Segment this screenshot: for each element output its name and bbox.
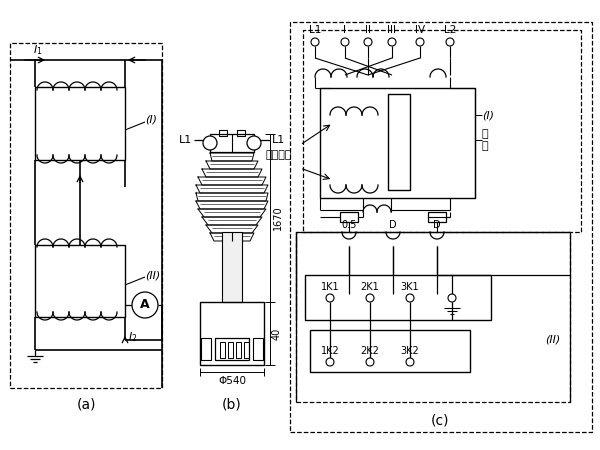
- Text: L2: L2: [444, 25, 456, 35]
- Circle shape: [366, 358, 374, 366]
- Text: (I): (I): [482, 110, 494, 120]
- Bar: [388, 94, 410, 190]
- Text: L1: L1: [272, 135, 285, 145]
- Circle shape: [388, 38, 396, 46]
- Circle shape: [446, 38, 454, 46]
- Text: (II): (II): [145, 270, 160, 280]
- Text: 铁
芯: 铁 芯: [482, 129, 488, 151]
- Bar: [303, 30, 581, 232]
- Circle shape: [132, 292, 158, 318]
- Bar: [200, 302, 264, 365]
- Circle shape: [311, 38, 319, 46]
- Bar: [35, 245, 125, 317]
- Text: (II): (II): [545, 335, 560, 345]
- Bar: [210, 134, 254, 152]
- Text: (I): (I): [145, 115, 157, 125]
- Text: (b): (b): [222, 397, 242, 411]
- Circle shape: [366, 294, 374, 302]
- Text: II: II: [365, 25, 371, 35]
- Bar: [340, 212, 358, 222]
- Text: L1: L1: [309, 25, 321, 35]
- Text: 3K2: 3K2: [401, 346, 419, 356]
- Text: 1670: 1670: [273, 206, 283, 230]
- Text: 平衡绕组: 平衡绕组: [265, 150, 292, 160]
- Bar: [237, 130, 245, 136]
- Circle shape: [448, 294, 456, 302]
- Bar: [215, 338, 249, 360]
- Bar: [305, 275, 491, 320]
- Circle shape: [341, 38, 349, 46]
- Text: 1K2: 1K2: [320, 346, 340, 356]
- Text: D: D: [389, 220, 397, 230]
- Text: 3K1: 3K1: [401, 282, 419, 292]
- Bar: [10, 43, 162, 388]
- Bar: [296, 232, 570, 402]
- Circle shape: [406, 294, 414, 302]
- Text: 0.5: 0.5: [341, 220, 356, 230]
- Text: D: D: [433, 220, 441, 230]
- Bar: [244, 342, 249, 358]
- Bar: [428, 212, 446, 222]
- Text: L1: L1: [179, 135, 192, 145]
- Text: (a): (a): [76, 397, 96, 411]
- Text: 1K1: 1K1: [320, 282, 340, 292]
- Circle shape: [406, 358, 414, 366]
- Text: Φ540: Φ540: [218, 376, 246, 386]
- Text: III: III: [388, 25, 397, 35]
- Text: I: I: [343, 25, 347, 35]
- Bar: [253, 338, 263, 360]
- Bar: [35, 87, 125, 160]
- Text: A: A: [140, 298, 150, 311]
- Bar: [219, 130, 227, 136]
- Bar: [236, 342, 241, 358]
- Circle shape: [326, 358, 334, 366]
- Circle shape: [203, 136, 217, 150]
- Text: 2K2: 2K2: [361, 346, 379, 356]
- Bar: [290, 22, 592, 432]
- Text: $I_2$: $I_2$: [128, 330, 137, 344]
- Text: 2K1: 2K1: [361, 282, 379, 292]
- Text: IV: IV: [415, 25, 425, 35]
- Bar: [222, 232, 242, 302]
- Bar: [220, 342, 225, 358]
- Circle shape: [326, 294, 334, 302]
- Bar: [201, 338, 211, 360]
- Circle shape: [416, 38, 424, 46]
- Circle shape: [247, 136, 261, 150]
- Text: 40: 40: [272, 328, 282, 340]
- Text: (c): (c): [431, 413, 449, 427]
- Text: $I_1$: $I_1$: [33, 43, 43, 57]
- Bar: [310, 330, 470, 372]
- Bar: [228, 342, 233, 358]
- Circle shape: [364, 38, 372, 46]
- Bar: [320, 88, 475, 198]
